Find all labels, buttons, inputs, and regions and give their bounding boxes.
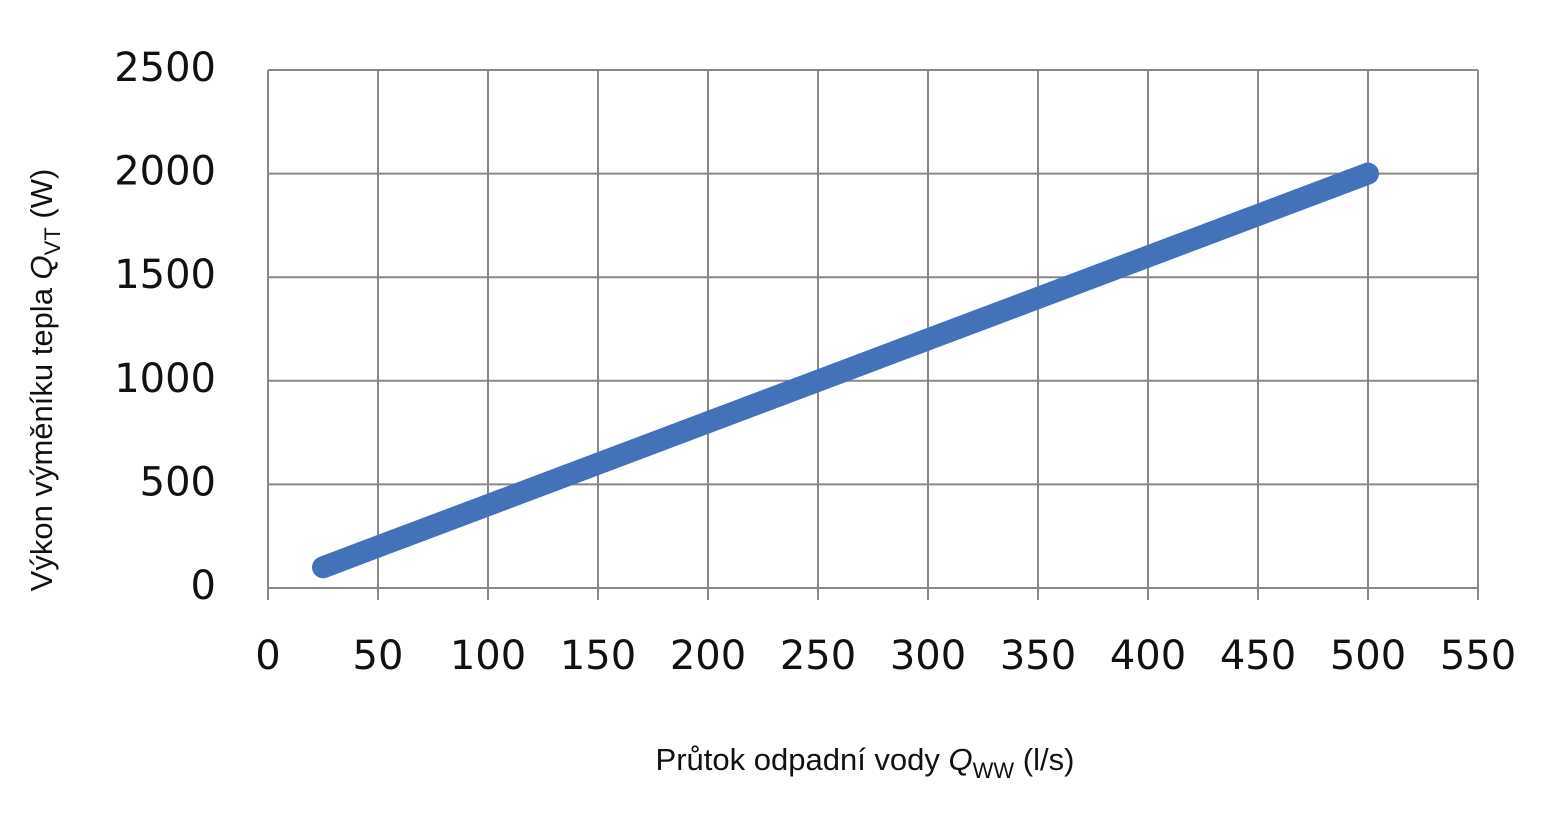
x-tick-label: 400 [1110,633,1186,679]
x-tick-label: 150 [560,633,636,679]
y-tick-label: 1000 [114,356,216,402]
x-tick-label: 250 [780,633,856,679]
x-tick-label: 450 [1220,633,1296,679]
x-tick-label: 100 [450,633,526,679]
x-tick-label: 550 [1440,633,1516,679]
x-tick-label: 0 [255,633,280,679]
y-tick-label: 1500 [114,252,216,298]
x-tick-label: 350 [1000,633,1076,679]
x-tick-label: 200 [670,633,746,679]
x-tick-label: 300 [890,633,966,679]
y-axis-title-subscript: VT [40,227,65,255]
x-axis-title-symbol: Q [949,742,973,777]
y-tick-label: 2500 [114,45,216,91]
y-axis-title-symbol: Q [24,255,59,279]
data-line [312,162,1379,579]
x-axis-title-text: Průtok odpadní vody [656,742,949,777]
x-axis-title-unit: (l/s) [1014,742,1074,777]
y-axis-title: Výkon výměníku tepla QVT (W) [24,169,65,592]
y-axis-title-text: Výkon výměníku tepla [24,279,59,591]
x-axis-title-subscript: WW [973,758,1015,783]
x-axis-title: Průtok odpadní vody QWW (l/s) [656,742,1075,783]
y-tick-label: 2000 [114,149,216,195]
y-axis-title-unit: (W) [24,169,59,228]
x-tick-label: 50 [353,633,404,679]
x-tick-label: 500 [1330,633,1406,679]
y-tick-label: 500 [140,459,216,505]
y-tick-label: 0 [191,563,216,609]
